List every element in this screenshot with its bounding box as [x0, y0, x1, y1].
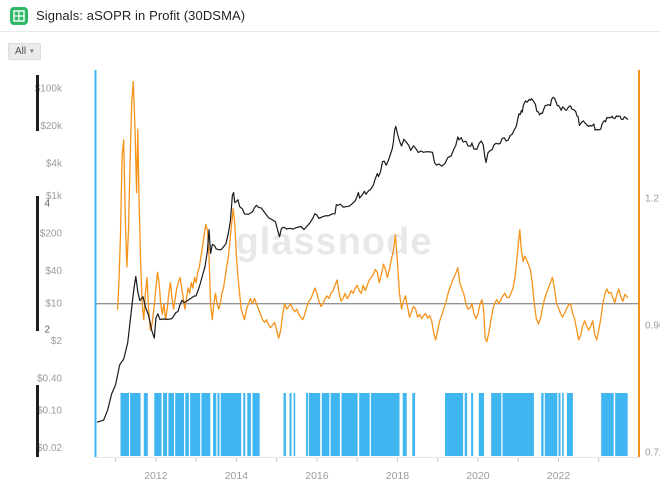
asopr-30dsma-line	[116, 80, 629, 343]
page-title: Signals: aSOPR in Profit (30DSMA)	[36, 8, 246, 23]
window-header: Signals: aSOPR in Profit (30DSMA)	[0, 0, 660, 32]
svg-text:0.96: 0.96	[645, 321, 660, 332]
svg-text:$2: $2	[51, 336, 63, 347]
btc-price-usd-line	[96, 96, 629, 423]
svg-text:2020: 2020	[466, 470, 490, 482]
table-icon	[13, 9, 25, 22]
svg-text:2018: 2018	[386, 470, 410, 482]
sopr-axis-labels: 1.2 0.96 0.72	[645, 194, 660, 459]
svg-text:1.2: 1.2	[645, 194, 659, 205]
secondary-axis-labels: 42	[44, 199, 50, 336]
svg-text:$20k: $20k	[40, 121, 63, 132]
svg-text:4: 4	[44, 199, 50, 210]
x-axis: 2012 2014 2016 2018 2020 2022	[95, 457, 639, 482]
chevron-down-icon: ▾	[30, 47, 34, 55]
svg-text:$1k: $1k	[46, 191, 63, 202]
svg-text:$40: $40	[45, 266, 62, 277]
svg-text:2016: 2016	[305, 470, 329, 482]
price-axis-labels: $100k $20k $4k $1k $200 $40 $10 $2 $0.40 $0.10 $0.…	[35, 84, 63, 455]
svg-text:2022: 2022	[547, 470, 571, 482]
svg-text:$0.10: $0.10	[37, 406, 62, 417]
time-range-value: All	[15, 46, 27, 57]
svg-text:2012: 2012	[144, 470, 168, 482]
left-axis-markers	[36, 75, 39, 457]
svg-text:0.72: 0.72	[645, 448, 660, 459]
signals-app-icon[interactable]	[10, 6, 28, 25]
svg-text:2014: 2014	[225, 470, 249, 482]
glassnode-watermark: glassnode	[235, 221, 433, 263]
svg-text:$200: $200	[40, 228, 63, 239]
svg-text:$0.02: $0.02	[37, 443, 62, 454]
signal-bars	[120, 393, 628, 456]
svg-text:$4k: $4k	[46, 159, 63, 170]
svg-text:$10: $10	[45, 298, 62, 309]
toolbar: All ▾	[8, 41, 41, 60]
svg-text:2: 2	[44, 325, 50, 336]
time-range-dropdown[interactable]: All ▾	[8, 43, 41, 60]
svg-text:$0.40: $0.40	[37, 373, 62, 384]
svg-text:$100k: $100k	[35, 84, 63, 95]
